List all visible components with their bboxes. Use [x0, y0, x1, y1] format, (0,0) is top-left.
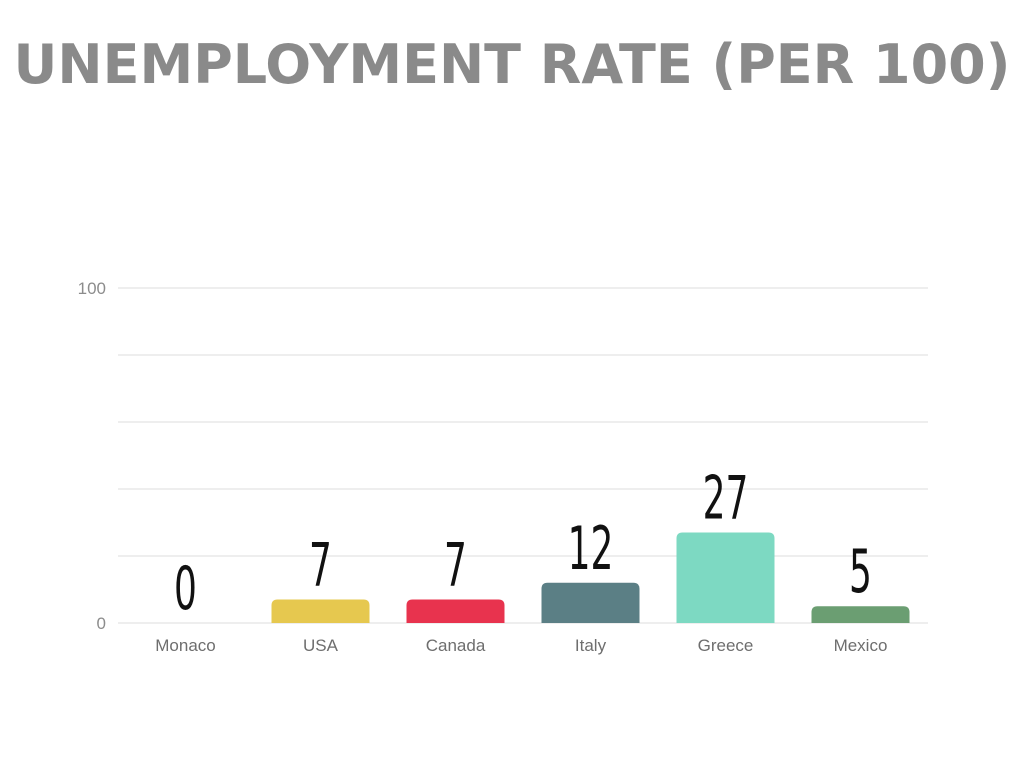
- category-label-greece: Greece: [698, 636, 754, 655]
- category-label-monaco: Monaco: [155, 636, 215, 655]
- grid-layer: [118, 287, 928, 624]
- bar-canada: [406, 599, 505, 623]
- data-label-monaco: 0: [174, 553, 197, 623]
- data-label-italy: 12: [568, 513, 614, 583]
- y-tick-label-1: 100: [78, 279, 106, 298]
- bar-greece: [676, 532, 775, 623]
- category-label-usa: USA: [303, 636, 339, 655]
- y-axis-ticks: 0 100: [78, 279, 106, 633]
- data-labels: 0 7 7 12 27 5: [174, 463, 872, 624]
- category-label-canada: Canada: [426, 636, 486, 655]
- bars: [271, 532, 910, 623]
- chart-title: UNEMPLOYMENT RATE (PER 100): [13, 33, 1011, 96]
- bar-italy: [541, 582, 640, 623]
- data-label-mexico: 5: [849, 536, 872, 606]
- bar-mexico: [811, 606, 910, 623]
- data-label-usa: 7: [309, 530, 332, 600]
- data-label-greece: 27: [703, 463, 749, 533]
- category-labels: Monaco USA Canada Italy Greece Mexico: [155, 636, 887, 655]
- category-label-italy: Italy: [575, 636, 607, 655]
- y-tick-label-0: 0: [97, 614, 106, 633]
- bar-usa: [271, 599, 370, 623]
- category-label-mexico: Mexico: [834, 636, 888, 655]
- data-label-canada: 7: [444, 530, 467, 600]
